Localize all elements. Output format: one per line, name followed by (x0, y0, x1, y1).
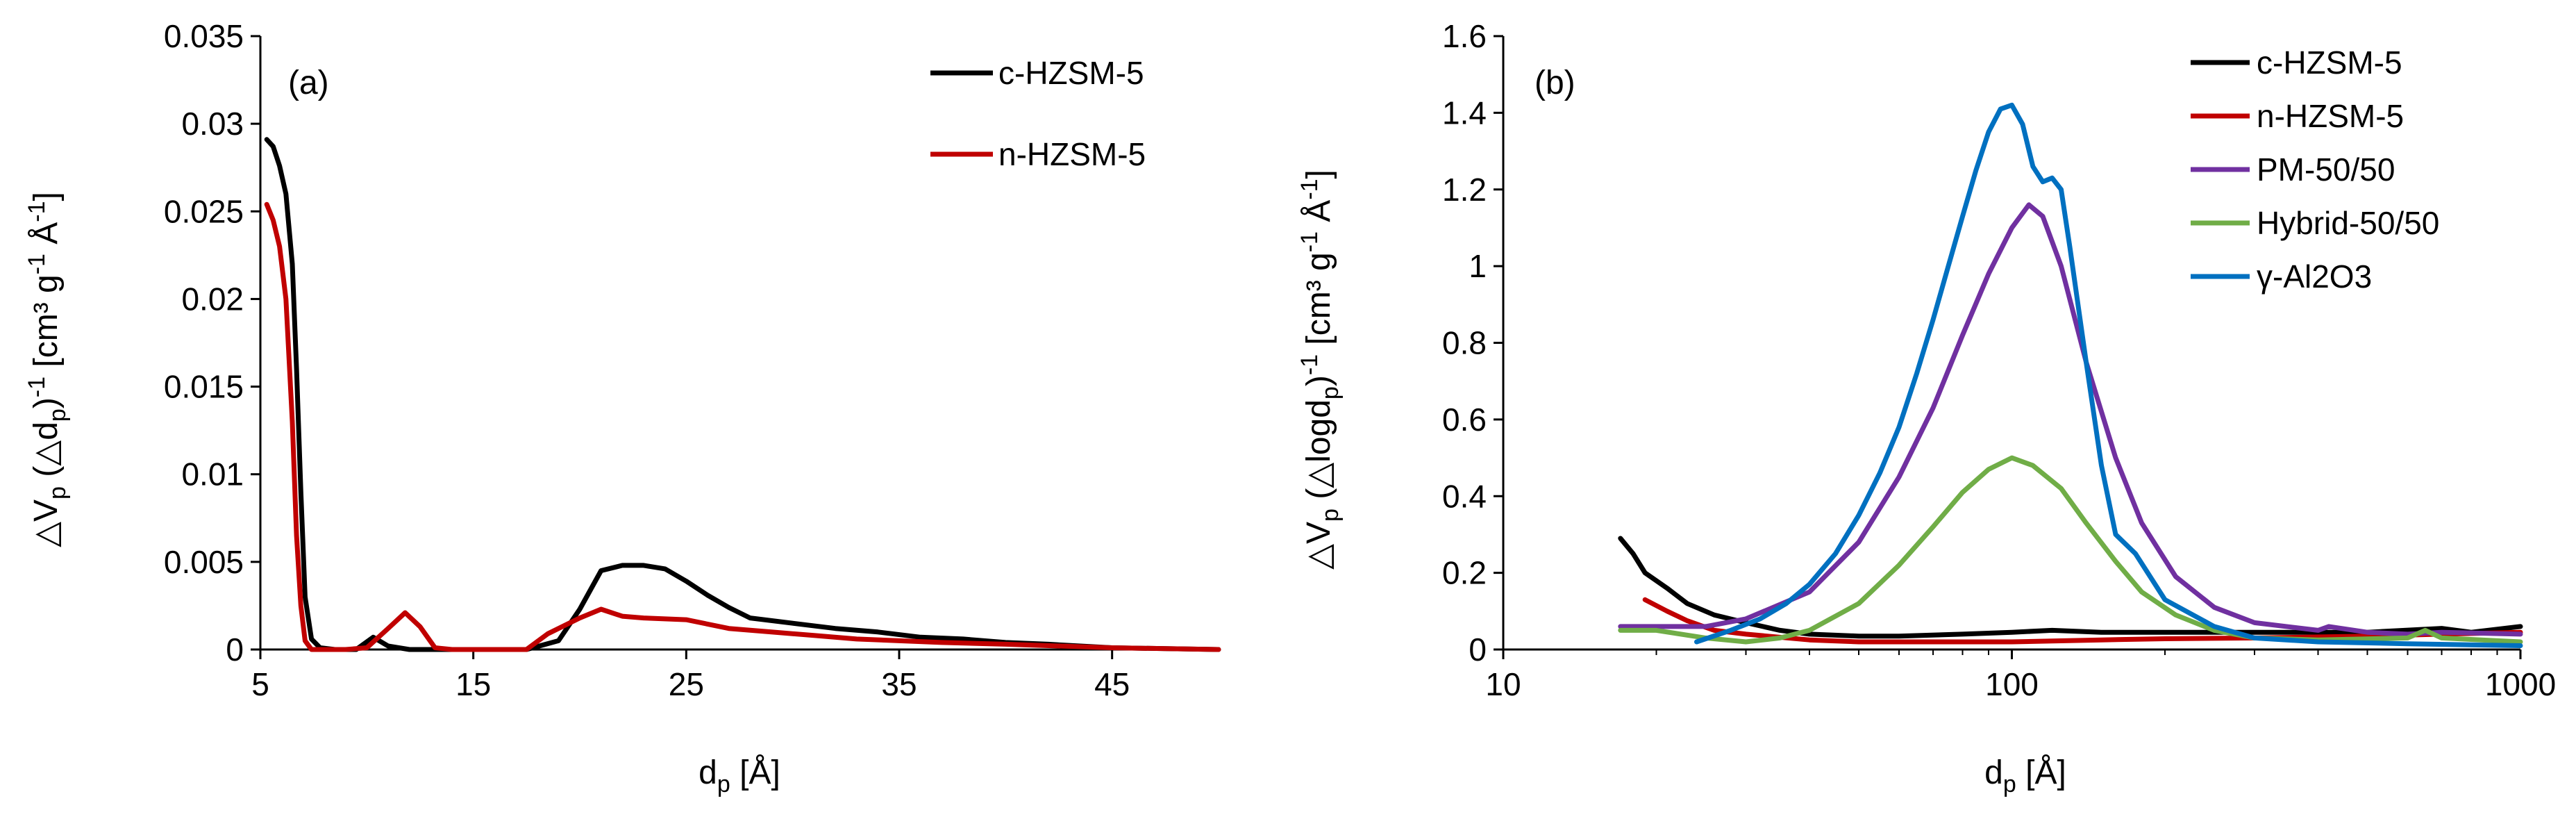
y-tick-label: 0.035 (164, 18, 244, 54)
panel-label: (b) (1534, 65, 1575, 101)
y-label-part: (△logd (1300, 399, 1337, 508)
y-tick-label: 0.015 (164, 369, 244, 405)
series-lines (264, 137, 1221, 652)
legend-label: c-HZSM-5 (998, 55, 1144, 91)
x-label-main: d (699, 754, 717, 791)
y-label-sup: -1 (24, 201, 50, 222)
series-line-c-hzsm-5 (264, 137, 1221, 652)
x-tick-label: 15 (455, 666, 491, 702)
y-tick-label: 0.2 (1442, 555, 1487, 591)
x-axis-label: dp [Å] (1984, 754, 2066, 797)
y-label-part: ] (1300, 169, 1337, 179)
x-label-tail: [Å] (730, 754, 780, 791)
legend: c-HZSM-5 n-HZSM-5 PM-50/50 Hybrid-50/50 … (2191, 44, 2439, 295)
x-label-sub: p (2003, 771, 2016, 797)
y-tick-label: 0.02 (181, 281, 244, 317)
y-tick-label: 0.8 (1442, 325, 1487, 361)
x-axis-label: dp [Å] (699, 754, 780, 797)
y-label-part: (△d (28, 422, 65, 486)
y-tick-label: 0.4 (1442, 478, 1487, 514)
y-tick-label: 1.6 (1442, 18, 1487, 54)
y-label-part: [cm³ g (1300, 252, 1337, 354)
legend-label: PM-50/50 (2257, 151, 2395, 188)
y-label-part: Å (1300, 200, 1337, 231)
y-tick-label: 0.03 (181, 106, 244, 142)
y-tick-label: 0.01 (181, 456, 244, 493)
x-tick-label: 10 (1485, 666, 1521, 702)
legend-label: n-HZSM-5 (2257, 98, 2404, 134)
series-line-al2o3 (1694, 102, 2523, 648)
y-axis-label: △Vp (△dp)-1 [cm³ g-1 Å-1] (24, 192, 71, 547)
y-label-sub: p (44, 486, 71, 499)
y-tick-label: 0.6 (1442, 402, 1487, 438)
y-label-part: [cm³ g (28, 274, 65, 377)
y-label-part: Å (28, 222, 65, 254)
axes-frame (251, 35, 1219, 659)
y-label-sup: -1 (24, 254, 50, 274)
y-tick-label: 0 (226, 631, 244, 668)
series-lines (1618, 102, 2523, 648)
x-tick-label: 45 (1094, 666, 1130, 702)
y-label-sup: -1 (1296, 179, 1323, 199)
y-label-sup: -1 (1296, 354, 1323, 375)
x-tick-label: 25 (669, 666, 704, 702)
legend-label: c-HZSM-5 (2257, 44, 2402, 81)
tick-labels: 0 0.2 0.4 0.6 0.8 1 1.2 1.4 1.6 10 100 1000 (1442, 18, 2556, 702)
legend-label: n-HZSM-5 (998, 136, 1146, 172)
y-axis-label: △Vp (△logdp)-1 [cm³ g-1 Å-1] (1296, 169, 1344, 570)
legend-label: Hybrid-50/50 (2257, 205, 2439, 241)
y-tick-label: 1.2 (1442, 172, 1487, 208)
y-tick-label: 0 (1469, 631, 1487, 668)
series-line-c-hzsm-5 (1618, 536, 2523, 639)
x-tick-label: 100 (1985, 666, 2039, 702)
x-label-sub: p (717, 771, 730, 797)
x-label-main: d (1984, 754, 2003, 791)
y-label-sub: p (1317, 508, 1344, 522)
y-label-part: ] (28, 192, 65, 201)
x-tick-label: 1000 (2485, 666, 2556, 702)
x-label-tail: [Å] (2016, 754, 2066, 791)
y-tick-label: 0.005 (164, 544, 244, 580)
x-tick-label: 5 (251, 666, 269, 702)
chart-panel-a: 0 0.005 0.01 0.015 0.02 0.025 0.03 0.035 5 15 25 35… (24, 18, 1221, 797)
x-tick-label: 35 (881, 666, 917, 702)
tick-labels: 0 0.005 0.01 0.015 0.02 0.025 0.03 0.035 5 15 25 35… (164, 18, 1130, 702)
series-line-n-hzsm-5 (264, 201, 1221, 652)
y-label-part: △V (1300, 522, 1337, 570)
y-label-sup: -1 (24, 377, 50, 397)
y-tick-label: 0.025 (164, 193, 244, 229)
series-line-pm-50-50 (1618, 202, 2523, 637)
y-label-sub: p (1317, 386, 1344, 399)
panel-label: (a) (288, 65, 329, 101)
y-tick-label: 1.4 (1442, 94, 1487, 131)
y-label-sub: p (44, 408, 71, 422)
axes-frame (1494, 35, 2522, 659)
legend-label: γ-Al2O3 (2257, 258, 2372, 295)
y-label-part: △V (28, 499, 65, 547)
y-label-part: ) (28, 397, 65, 408)
y-label-part: ) (1300, 375, 1337, 386)
y-tick-label: 1 (1469, 248, 1487, 284)
series-line-n-hzsm-5 (1642, 597, 2523, 645)
y-label-sup: -1 (1296, 231, 1323, 252)
chart-panel-b: 0 0.2 0.4 0.6 0.8 1 1.2 1.4 1.6 10 100 1000 (b) c-H… (1296, 18, 2556, 797)
legend: c-HZSM-5 n-HZSM-5 (930, 55, 1146, 172)
